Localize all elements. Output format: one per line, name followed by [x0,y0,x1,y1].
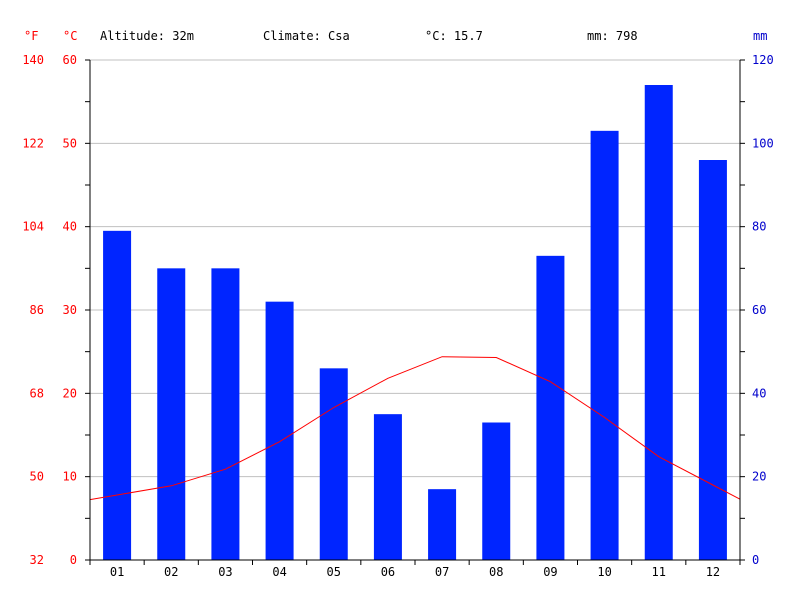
celsius-tick-label: 0 [70,553,77,567]
gridlines [90,59,740,478]
month-label: 07 [435,565,449,579]
celsius-tick-label: 20 [63,386,77,400]
precipitation-bar [373,414,402,560]
fahrenheit-tick-label: 86 [30,303,44,317]
mm-unit-label: mm [753,29,767,43]
celsius-tick-labels: 0 10 20 30 40 50 60 [63,53,77,567]
fahrenheit-tick-label: 104 [22,220,44,234]
header: Altitude: 32m Climate: Csa °C: 15.7 mm: … [100,29,638,43]
fahrenheit-tick-label: 68 [30,386,44,400]
precipitation-bar [319,368,348,560]
precipitation-bar [590,130,619,561]
fahrenheit-tick-label: 50 [30,470,44,484]
axes [85,59,745,565]
celsius-tick-label: 40 [63,220,77,234]
month-label: 08 [489,565,503,579]
month-label: 12 [706,565,720,579]
month-label: 02 [164,565,178,579]
month-label: 04 [272,565,286,579]
precipitation-bar [536,255,565,561]
month-label: 11 [652,565,666,579]
celsius-tick-label: 60 [63,53,77,67]
annual-precipitation-label: mm: 798 [587,29,638,43]
mm-tick-label: 80 [752,220,766,234]
precipitation-bar [644,85,673,560]
precipitation-bar [482,422,511,560]
month-labels: 01 02 03 04 05 06 07 08 09 10 11 12 [110,565,720,579]
temperature-line-group [89,356,741,501]
mm-tick-label: 60 [752,303,766,317]
month-label: 10 [597,565,611,579]
month-label: 03 [218,565,232,579]
fahrenheit-tick-label: 140 [22,53,44,67]
month-label: 05 [327,565,341,579]
mm-tick-label: 40 [752,386,766,400]
mm-tick-labels: 0 20 40 60 80 100 120 [752,53,774,567]
fahrenheit-unit-label: °F [24,29,38,43]
fahrenheit-tick-label: 32 [30,553,44,567]
month-label: 01 [110,565,124,579]
climate-label: Climate: Csa [263,29,350,43]
month-label: 06 [381,565,395,579]
precipitation-bar [698,160,727,560]
precipitation-bar [211,268,240,560]
fahrenheit-tick-label: 122 [22,136,44,150]
precipitation-bars [103,85,727,561]
mm-tick-label: 120 [752,53,774,67]
mm-tick-label: 100 [752,136,774,150]
altitude-label: Altitude: 32m [100,29,194,43]
celsius-unit-label: °C [63,29,77,43]
precipitation-bar [428,489,457,560]
celsius-tick-label: 50 [63,136,77,150]
precipitation-bar [265,301,294,560]
mm-tick-label: 0 [752,553,759,567]
avg-temperature-label: °C: 15.7 [425,29,483,43]
celsius-tick-label: 30 [63,303,77,317]
precipitation-bar [157,268,186,560]
month-label: 09 [543,565,557,579]
fahrenheit-tick-labels: 32 50 68 86 104 122 140 [22,53,44,567]
celsius-tick-label: 10 [63,470,77,484]
mm-tick-label: 20 [752,470,766,484]
precipitation-bar [103,230,132,561]
temperature-line [89,356,741,501]
